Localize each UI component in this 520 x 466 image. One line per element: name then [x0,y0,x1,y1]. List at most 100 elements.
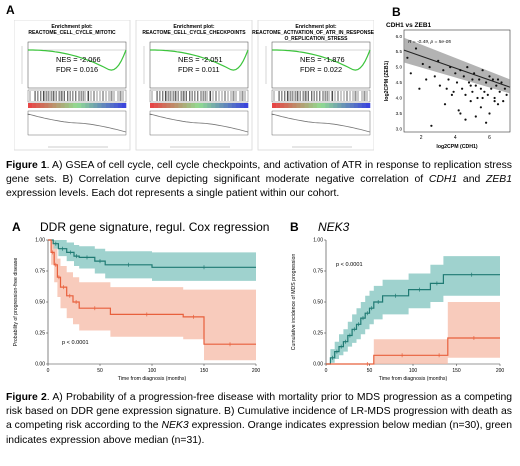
scatter-point [479,106,482,109]
gsea-rank-color-cell [235,103,241,108]
gsea-rank-color-cell [365,103,371,108]
x-tick-label: 50 [367,368,373,374]
confidence-band-orange [326,302,500,364]
cif-chart-title: NEK3 [318,220,350,234]
scatter-point [457,109,460,112]
figure1-caption-gene-1: CDH1 [428,174,458,186]
gsea-rank-color-cell [194,103,200,108]
scatter-point [486,93,489,96]
gsea-rank-color-cell [316,103,322,108]
gsea-rank-color-cell [207,103,212,108]
gsea-rank-color-cell [101,103,106,108]
x-tick-label: 100 [409,368,418,374]
scatter-point [433,75,436,78]
scatter-point [469,100,472,103]
gsea-rank-color-cell [150,103,155,108]
scatter-point [505,93,508,96]
gsea-rank-color-cell [56,103,61,108]
gsea-rank-color-cell [162,103,167,108]
gsea-rank-color-cell [300,103,305,108]
gsea-rank-color-cell [239,103,245,108]
gsea-hits-frame [27,89,127,103]
gsea-hits-frame [271,89,371,103]
gsea-rank-color-cell [77,103,82,108]
scatter-point [483,90,486,93]
scatter-y-tick: 5.5 [396,49,403,54]
y-tick-label: 1.00 [313,238,323,244]
scatter-y-label: log2CPM (ZEB1) [384,61,390,102]
scatter-point [442,69,445,72]
y-tick-label: 0.50 [35,300,45,306]
scatter-point [406,56,409,59]
x-tick-label: 0 [47,368,50,374]
scatter-chart-cdh1-zeb1: CDH1 vs ZEB1 R = -0.49, p = 5e-05 2 4 6 3.0 3.… [384,22,511,150]
figure1-caption-label: Figure 1 [6,160,47,171]
gsea-rank-color-cell [93,103,98,108]
figure2-caption: Figure 2. A) Probability of a progressio… [6,391,512,448]
figure1-panel-a-letter: A [6,3,15,17]
scatter-point [414,47,418,50]
gsea-rank-color-cell [178,103,183,108]
scatter-point [455,81,459,84]
scatter-point [445,87,448,90]
gsea-rank-color-cell [357,103,363,108]
gsea-rank-color-cell [296,103,301,108]
gsea-rank-color-cell [170,103,175,108]
gsea-rank-color-cell [292,103,297,108]
gsea-title: Enrichment plot: [51,24,92,30]
gsea-rank-color-cell [105,103,110,108]
figure2-caption-gene: NEK3 [161,420,189,432]
scatter-point [464,118,467,121]
y-tick-label: 0.00 [313,362,323,368]
scatter-point [481,69,484,72]
scatter-point [469,84,472,87]
scatter-point [409,72,412,75]
gsea-rank-color-cell [97,103,102,108]
gsea-metric-curve [149,113,249,133]
x-tick-label: 150 [200,368,209,374]
x-tick-label: 50 [97,368,103,374]
confidence-band-green [326,256,500,364]
gsea-rank-color-cell [333,103,338,108]
gsea-rank-color-cell [203,103,208,108]
gsea-rank-color-cell [44,103,49,108]
gsea-rank-color-cell [329,103,334,108]
step-curve-green [326,274,500,365]
gsea-rank-color-cell [166,103,171,108]
y-tick-label: 0.75 [313,269,323,275]
y-axis-label: Cumulative incidence of MDS progression [291,254,297,351]
gsea-rank-color-cell [272,103,277,108]
gsea-rank-color-cell [117,103,123,108]
gsea-rank-color-cell [121,103,127,108]
gsea-fdr-label: FDR = 0.016 [56,65,98,74]
p-value-label: p < 0.0001 [62,340,89,346]
gsea-rank-color-cell [199,103,204,108]
gsea-rank-color-cell [304,103,310,108]
gsea-rank-color-cell [81,103,86,108]
gsea-rank-color-cell [40,103,45,108]
gsea-rank-color-cell [325,103,330,108]
gsea-rank-color-cell [231,103,237,108]
scatter-y-tick: 3.5 [396,111,403,116]
gsea-rank-color-cell [113,103,119,108]
y-tick-label: 0.50 [313,300,323,306]
km-chart-ddr-signature: 0 50 100 150 200 0.00 0.25 0.50 0.75 1.00 Time fro… [13,238,260,382]
y-tick-label: 0.75 [35,269,45,275]
figure1-caption: Figure 1. A) GSEA of cell cycle, cell cy… [6,159,512,202]
scatter-point [471,78,474,81]
gsea-rank-color-cell [174,103,179,108]
scatter-point [495,84,498,87]
gsea-rank-color-cell [353,103,359,108]
scatter-point [490,87,493,90]
gsea-title: Enrichment plot: [295,24,336,30]
scatter-point [471,90,474,93]
figure1-caption-text-3: expression levels. Each dot represents a… [6,188,340,200]
gsea-panel: Enrichment plot:REACTOME_CELL_CYCLE_MITO… [13,19,131,151]
scatter-y-tick: 5.0 [396,65,403,70]
gsea-panels: Enrichment plot: REACTOME_CELL_CYCLE_MITO… [13,19,380,152]
scatter-point [462,75,465,78]
figure2-caption-label: Figure 2 [6,392,47,403]
gsea-rank-color-cell [72,103,78,108]
gsea-rank-color-cell [89,103,94,108]
gsea-rank-color-cell [321,103,326,108]
